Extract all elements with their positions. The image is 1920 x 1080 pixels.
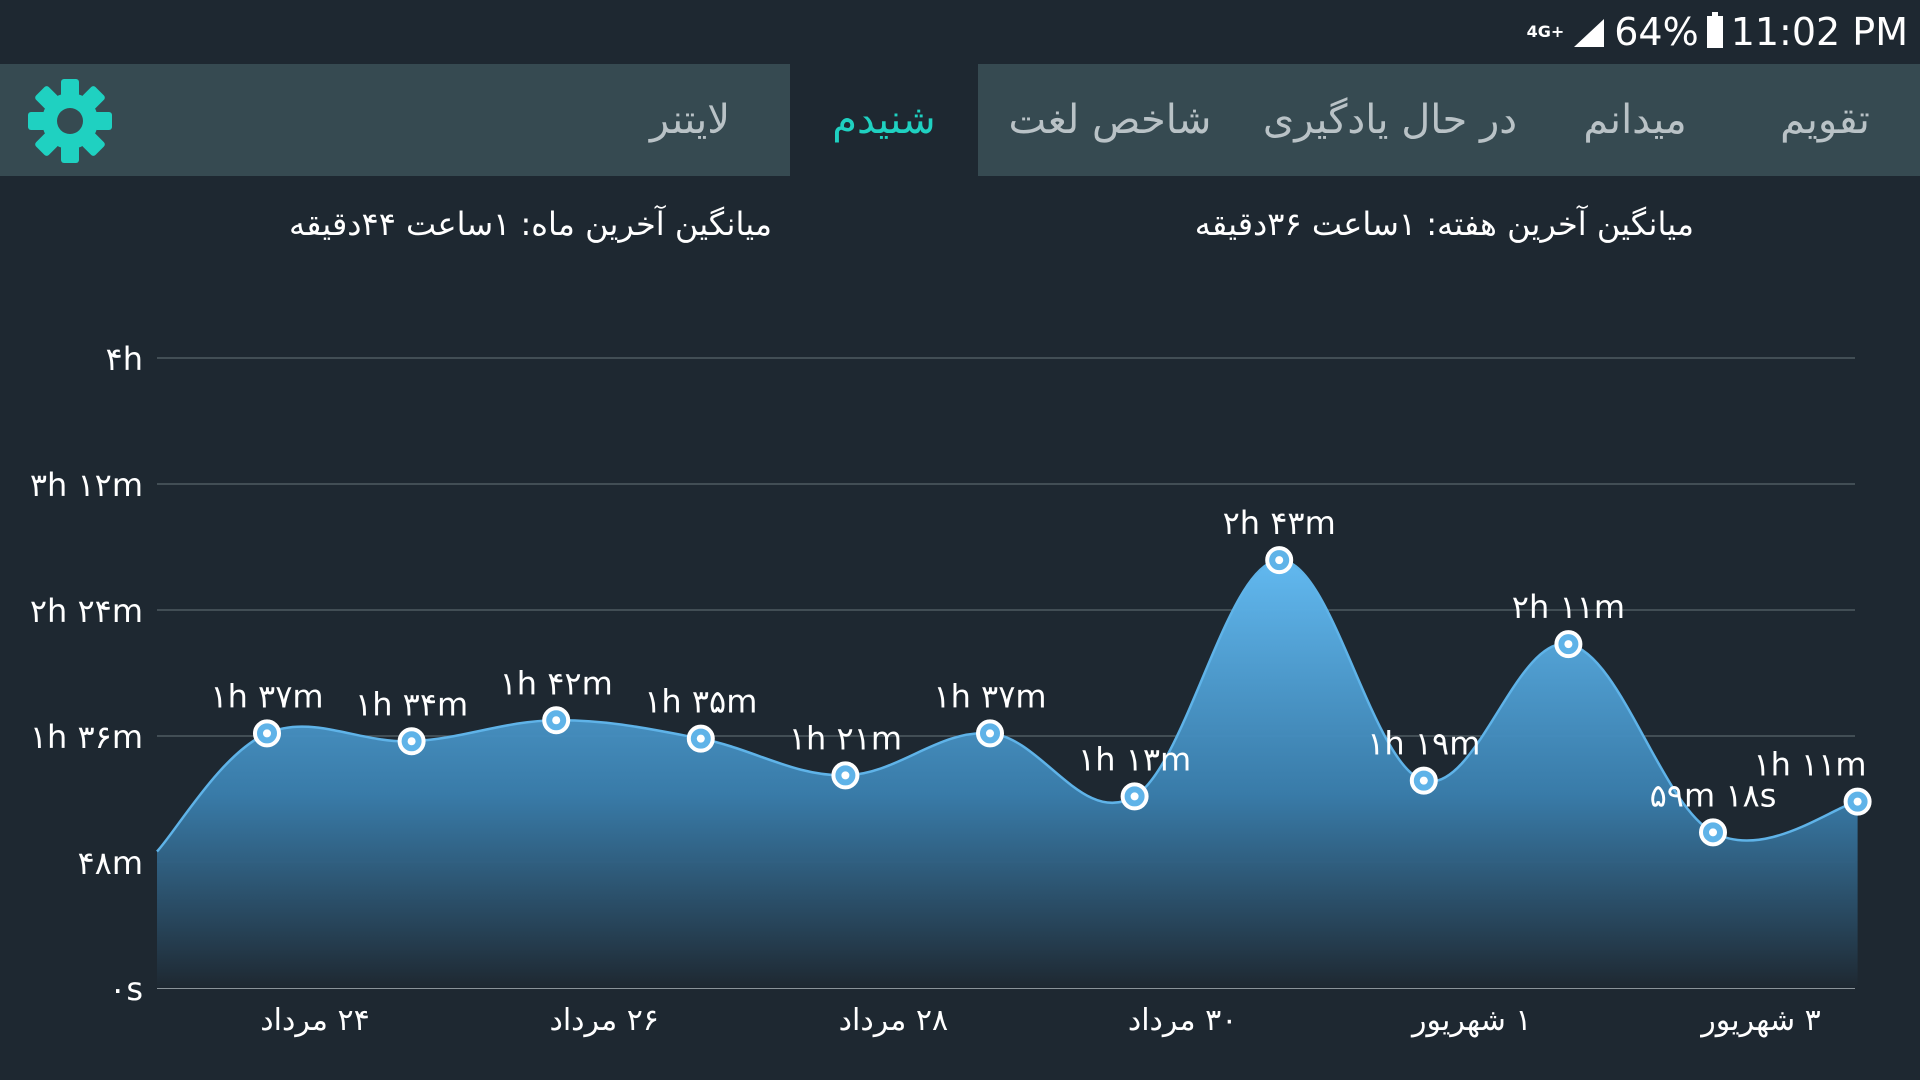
x-tick-label: ۳ شهریور bbox=[1699, 1003, 1821, 1038]
y-tick-label: ۳h ۱۲m bbox=[30, 466, 143, 504]
y-tick-label: ۰s bbox=[109, 970, 143, 1008]
data-label: ۱h ۱۹m bbox=[1367, 725, 1480, 763]
tab-calendar[interactable]: تقویم bbox=[1780, 97, 1870, 143]
tab-bar: تقویم میدانم در حال یادگیری شاخص لغت شنی… bbox=[0, 64, 1920, 176]
battery-percent: 64% bbox=[1614, 10, 1699, 54]
gear-icon bbox=[28, 79, 112, 163]
tab-leitner[interactable]: لایتنر bbox=[649, 97, 731, 143]
x-tick-label: ۱ شهریور bbox=[1410, 1003, 1532, 1038]
month-average: میانگین آخرین ماه: ۱ساعت ۴۴دقیقه bbox=[288, 205, 772, 243]
x-tick-label: ۳۰ مرداد bbox=[1128, 1003, 1237, 1038]
x-tick-label: ۲۴ مرداد bbox=[260, 1003, 369, 1038]
y-tick-label: ۲h ۲۴m bbox=[30, 592, 143, 630]
status-bar: 4G+ 64% 11:02 PM bbox=[0, 0, 1920, 64]
data-label: ۱h ۲۱m bbox=[789, 719, 902, 757]
tab-heard[interactable]: شنیدم bbox=[790, 64, 978, 176]
data-label: ۱h ۱۳m bbox=[1078, 740, 1191, 778]
y-tick-label: ۱h ۳۶m bbox=[30, 718, 143, 756]
data-label: ۱h ۳۴m bbox=[355, 685, 468, 723]
data-label: ۱h ۳۷m bbox=[933, 677, 1046, 715]
data-label: ۱h ۳۵m bbox=[644, 683, 757, 721]
tab-known[interactable]: میدانم bbox=[1583, 97, 1687, 143]
network-4g-icon: 4G+ bbox=[1526, 22, 1565, 41]
x-tick-label: ۲۶ مرداد bbox=[549, 1003, 658, 1038]
averages: میانگین آخرین هفته: ۱ساعت ۳۶دقیقه میانگی… bbox=[0, 205, 1920, 265]
data-label: ۱h ۴۲m bbox=[500, 664, 613, 702]
data-label: ۲h ۱۱m bbox=[1512, 588, 1625, 626]
y-tick-label: ۴h bbox=[106, 340, 143, 378]
tab-learning[interactable]: در حال یادگیری bbox=[1262, 97, 1518, 143]
area-fill bbox=[157, 560, 1858, 988]
data-label: ۲h ۴۳m bbox=[1223, 504, 1336, 542]
battery-icon bbox=[1706, 12, 1723, 48]
data-label: ۱h ۳۷m bbox=[210, 677, 323, 715]
signal-icon bbox=[1574, 19, 1605, 47]
week-average: میانگین آخرین هفته: ۱ساعت ۳۶دقیقه bbox=[1194, 205, 1694, 243]
settings-button[interactable] bbox=[22, 76, 118, 166]
status-right: 4G+ 64% 11:02 PM bbox=[1527, 10, 1908, 54]
y-tick-label: ۴۸m bbox=[77, 844, 143, 882]
x-tick-label: ۲۸ مرداد bbox=[839, 1003, 948, 1038]
data-label: ۵۹m ۱۸s bbox=[1650, 776, 1777, 814]
data-label: ۱h ۱۱m bbox=[1753, 746, 1866, 784]
tab-word-index[interactable]: شاخص لغت bbox=[1008, 97, 1212, 143]
clock: 11:02 PM bbox=[1730, 10, 1908, 54]
